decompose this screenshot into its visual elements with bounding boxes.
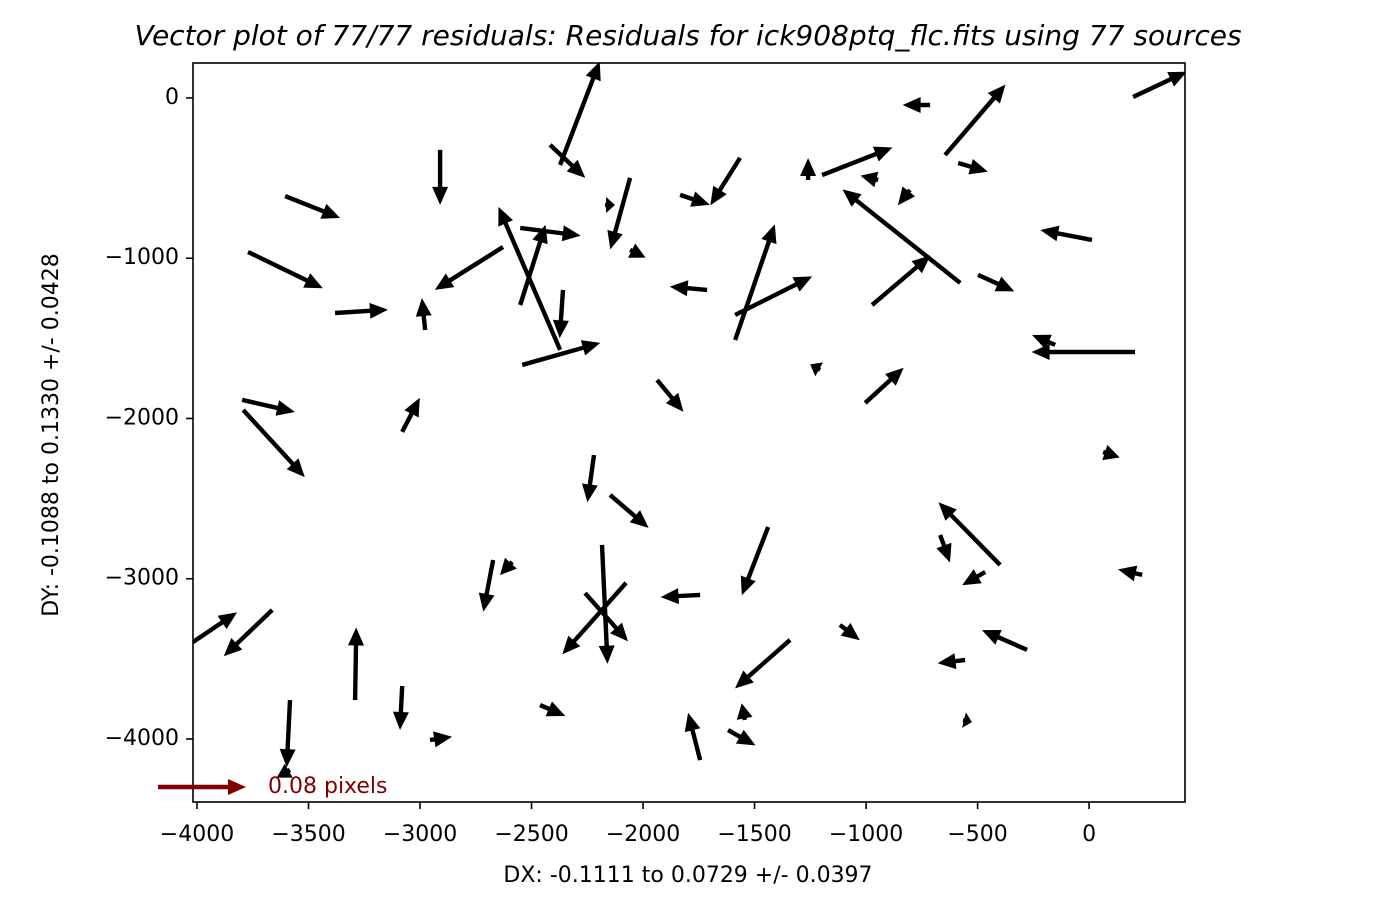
vector-arrow bbox=[821, 146, 893, 178]
x-tick-label: −1500 bbox=[717, 822, 791, 847]
x-tick-label: −3500 bbox=[271, 822, 345, 847]
vector-arrow bbox=[429, 731, 453, 748]
vector-arrow bbox=[334, 302, 388, 319]
vector-arrow bbox=[607, 177, 633, 250]
y-tick-label: −2000 bbox=[105, 405, 179, 430]
vector-arrow bbox=[400, 397, 420, 433]
vector-arrow bbox=[1132, 71, 1185, 99]
vector-arrow bbox=[982, 630, 1028, 652]
vector-arrow bbox=[223, 608, 274, 657]
vector-arrow bbox=[810, 362, 823, 377]
vector-arrow bbox=[548, 143, 586, 178]
plot-area bbox=[193, 63, 1185, 778]
vector-arrow bbox=[962, 569, 987, 586]
vector-arrow bbox=[679, 191, 710, 207]
vector-arrow bbox=[276, 763, 293, 778]
vector-arrow bbox=[434, 245, 505, 290]
vector-arrow bbox=[897, 186, 916, 206]
x-tick-label: 0 bbox=[1082, 822, 1096, 847]
vector-arrow bbox=[660, 588, 701, 605]
vector-arrow bbox=[962, 712, 972, 728]
x-tick-label: −4000 bbox=[160, 822, 234, 847]
x-tick-label: −1000 bbox=[829, 822, 903, 847]
vector-arrow bbox=[284, 194, 341, 219]
vector-arrow bbox=[562, 581, 628, 655]
vector-arrow bbox=[655, 378, 684, 412]
vector-arrow bbox=[710, 156, 742, 206]
vector-arrow bbox=[539, 701, 566, 717]
vector-arrow bbox=[348, 627, 364, 701]
vector-arrow bbox=[583, 591, 628, 642]
vector-arrow bbox=[478, 559, 496, 612]
vector-arrow bbox=[1102, 444, 1120, 461]
vector-arrow bbox=[937, 653, 966, 670]
vector-arrow bbox=[432, 149, 449, 205]
vector-arrow bbox=[838, 622, 860, 641]
vector-arrow bbox=[1040, 225, 1093, 243]
vector-arrow bbox=[943, 84, 1006, 157]
vector-arrow bbox=[279, 700, 296, 768]
vector-arrow bbox=[684, 712, 703, 761]
x-axis-label: DX: -0.1111 to 0.0729 +/- 0.0397 bbox=[503, 863, 872, 888]
vector-arrow bbox=[1032, 334, 1057, 350]
vector-arrow bbox=[735, 638, 792, 689]
vector-arrow bbox=[733, 224, 777, 341]
x-tick-label: −2000 bbox=[606, 822, 680, 847]
vector-arrow bbox=[500, 557, 517, 576]
vector-arrow bbox=[521, 340, 601, 368]
vector-arrow bbox=[558, 63, 601, 166]
y-tick-label: 0 bbox=[165, 85, 179, 110]
vector-arrow bbox=[518, 224, 548, 306]
vector-arrow bbox=[1118, 565, 1143, 582]
axes-frame bbox=[192, 62, 1186, 803]
vector-arrow bbox=[957, 159, 988, 175]
vector-arrow bbox=[736, 703, 753, 721]
vector-arrow bbox=[734, 276, 813, 317]
vector-arrow bbox=[247, 250, 323, 289]
vector-arrow bbox=[938, 502, 1002, 567]
vector-arrow bbox=[727, 728, 756, 746]
vector-arrow bbox=[863, 367, 904, 405]
y-tick-label: −4000 bbox=[105, 726, 179, 751]
x-tick-label: −500 bbox=[947, 822, 1007, 847]
key-arrow bbox=[158, 779, 246, 795]
x-tick-label: −3000 bbox=[383, 822, 457, 847]
vector-arrow bbox=[608, 493, 649, 528]
vector-arrow bbox=[392, 685, 409, 730]
vector-arrow bbox=[669, 280, 708, 297]
key-label: 0.08 pixels bbox=[268, 774, 388, 799]
vector-arrow bbox=[519, 225, 581, 242]
vector-arrow bbox=[415, 298, 432, 331]
vector-arrow bbox=[977, 272, 1015, 292]
vector-arrow bbox=[241, 408, 305, 478]
vector-arrow bbox=[552, 289, 569, 339]
vector-arrow bbox=[860, 171, 879, 188]
vector-arrow bbox=[605, 197, 615, 213]
vector-arrow bbox=[1031, 344, 1135, 360]
vector-arrow bbox=[740, 526, 771, 596]
vector-arrow bbox=[241, 397, 295, 416]
vector-arrow bbox=[800, 158, 817, 180]
x-tick-label: −2500 bbox=[494, 822, 568, 847]
vector-arrow bbox=[936, 534, 952, 563]
vector-arrow bbox=[498, 206, 563, 351]
y-tick-label: −1000 bbox=[105, 245, 179, 270]
chart-title: Vector plot of 77/77 residuals: Residual… bbox=[134, 19, 1241, 52]
vector-arrow bbox=[842, 189, 962, 285]
vector-arrow bbox=[193, 612, 237, 644]
y-tick-label: −3000 bbox=[105, 566, 179, 591]
vector-arrow bbox=[902, 97, 931, 113]
vector-arrow bbox=[628, 243, 646, 258]
vector-arrow bbox=[582, 454, 598, 503]
vector-arrow bbox=[870, 255, 931, 307]
y-axis-label: DY: -0.1088 to 0.1330 +/- 0.0428 bbox=[39, 253, 64, 616]
